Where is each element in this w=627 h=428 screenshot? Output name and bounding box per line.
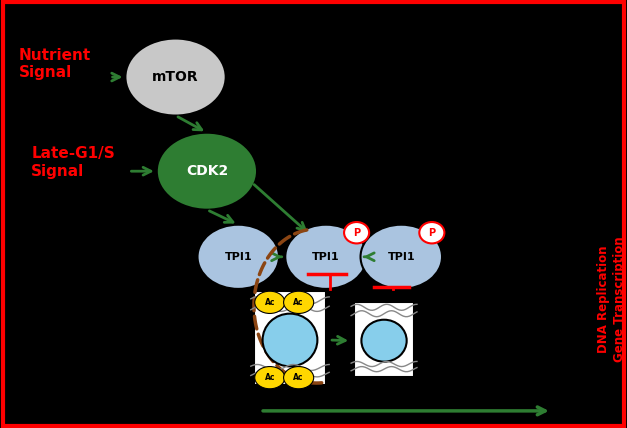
Ellipse shape — [283, 366, 314, 389]
Ellipse shape — [361, 225, 442, 289]
Text: CDK2: CDK2 — [186, 164, 228, 178]
Ellipse shape — [198, 225, 279, 289]
Text: TPI1: TPI1 — [312, 252, 340, 262]
Text: Ac: Ac — [293, 298, 304, 307]
Bar — [254, 291, 326, 385]
Text: Ac: Ac — [265, 298, 275, 307]
Ellipse shape — [283, 291, 314, 313]
Ellipse shape — [125, 39, 226, 116]
Ellipse shape — [285, 225, 367, 289]
Ellipse shape — [344, 222, 369, 244]
Text: P: P — [428, 228, 435, 238]
Ellipse shape — [255, 291, 285, 313]
Ellipse shape — [263, 314, 317, 366]
Text: DNA Replication
Gene Transcription: DNA Replication Gene Transcription — [597, 237, 626, 363]
Text: TPI1: TPI1 — [387, 252, 415, 262]
Ellipse shape — [419, 222, 445, 244]
Ellipse shape — [255, 366, 285, 389]
Ellipse shape — [361, 320, 407, 362]
Text: P: P — [353, 228, 360, 238]
Text: mTOR: mTOR — [152, 70, 199, 84]
Text: TPI1: TPI1 — [224, 252, 252, 262]
Text: Ac: Ac — [293, 373, 304, 382]
Text: Ac: Ac — [265, 373, 275, 382]
Text: Late-G1/S
Signal: Late-G1/S Signal — [31, 146, 115, 179]
Bar — [354, 302, 414, 377]
Text: Nutrient
Signal: Nutrient Signal — [19, 48, 91, 80]
Ellipse shape — [157, 133, 257, 210]
